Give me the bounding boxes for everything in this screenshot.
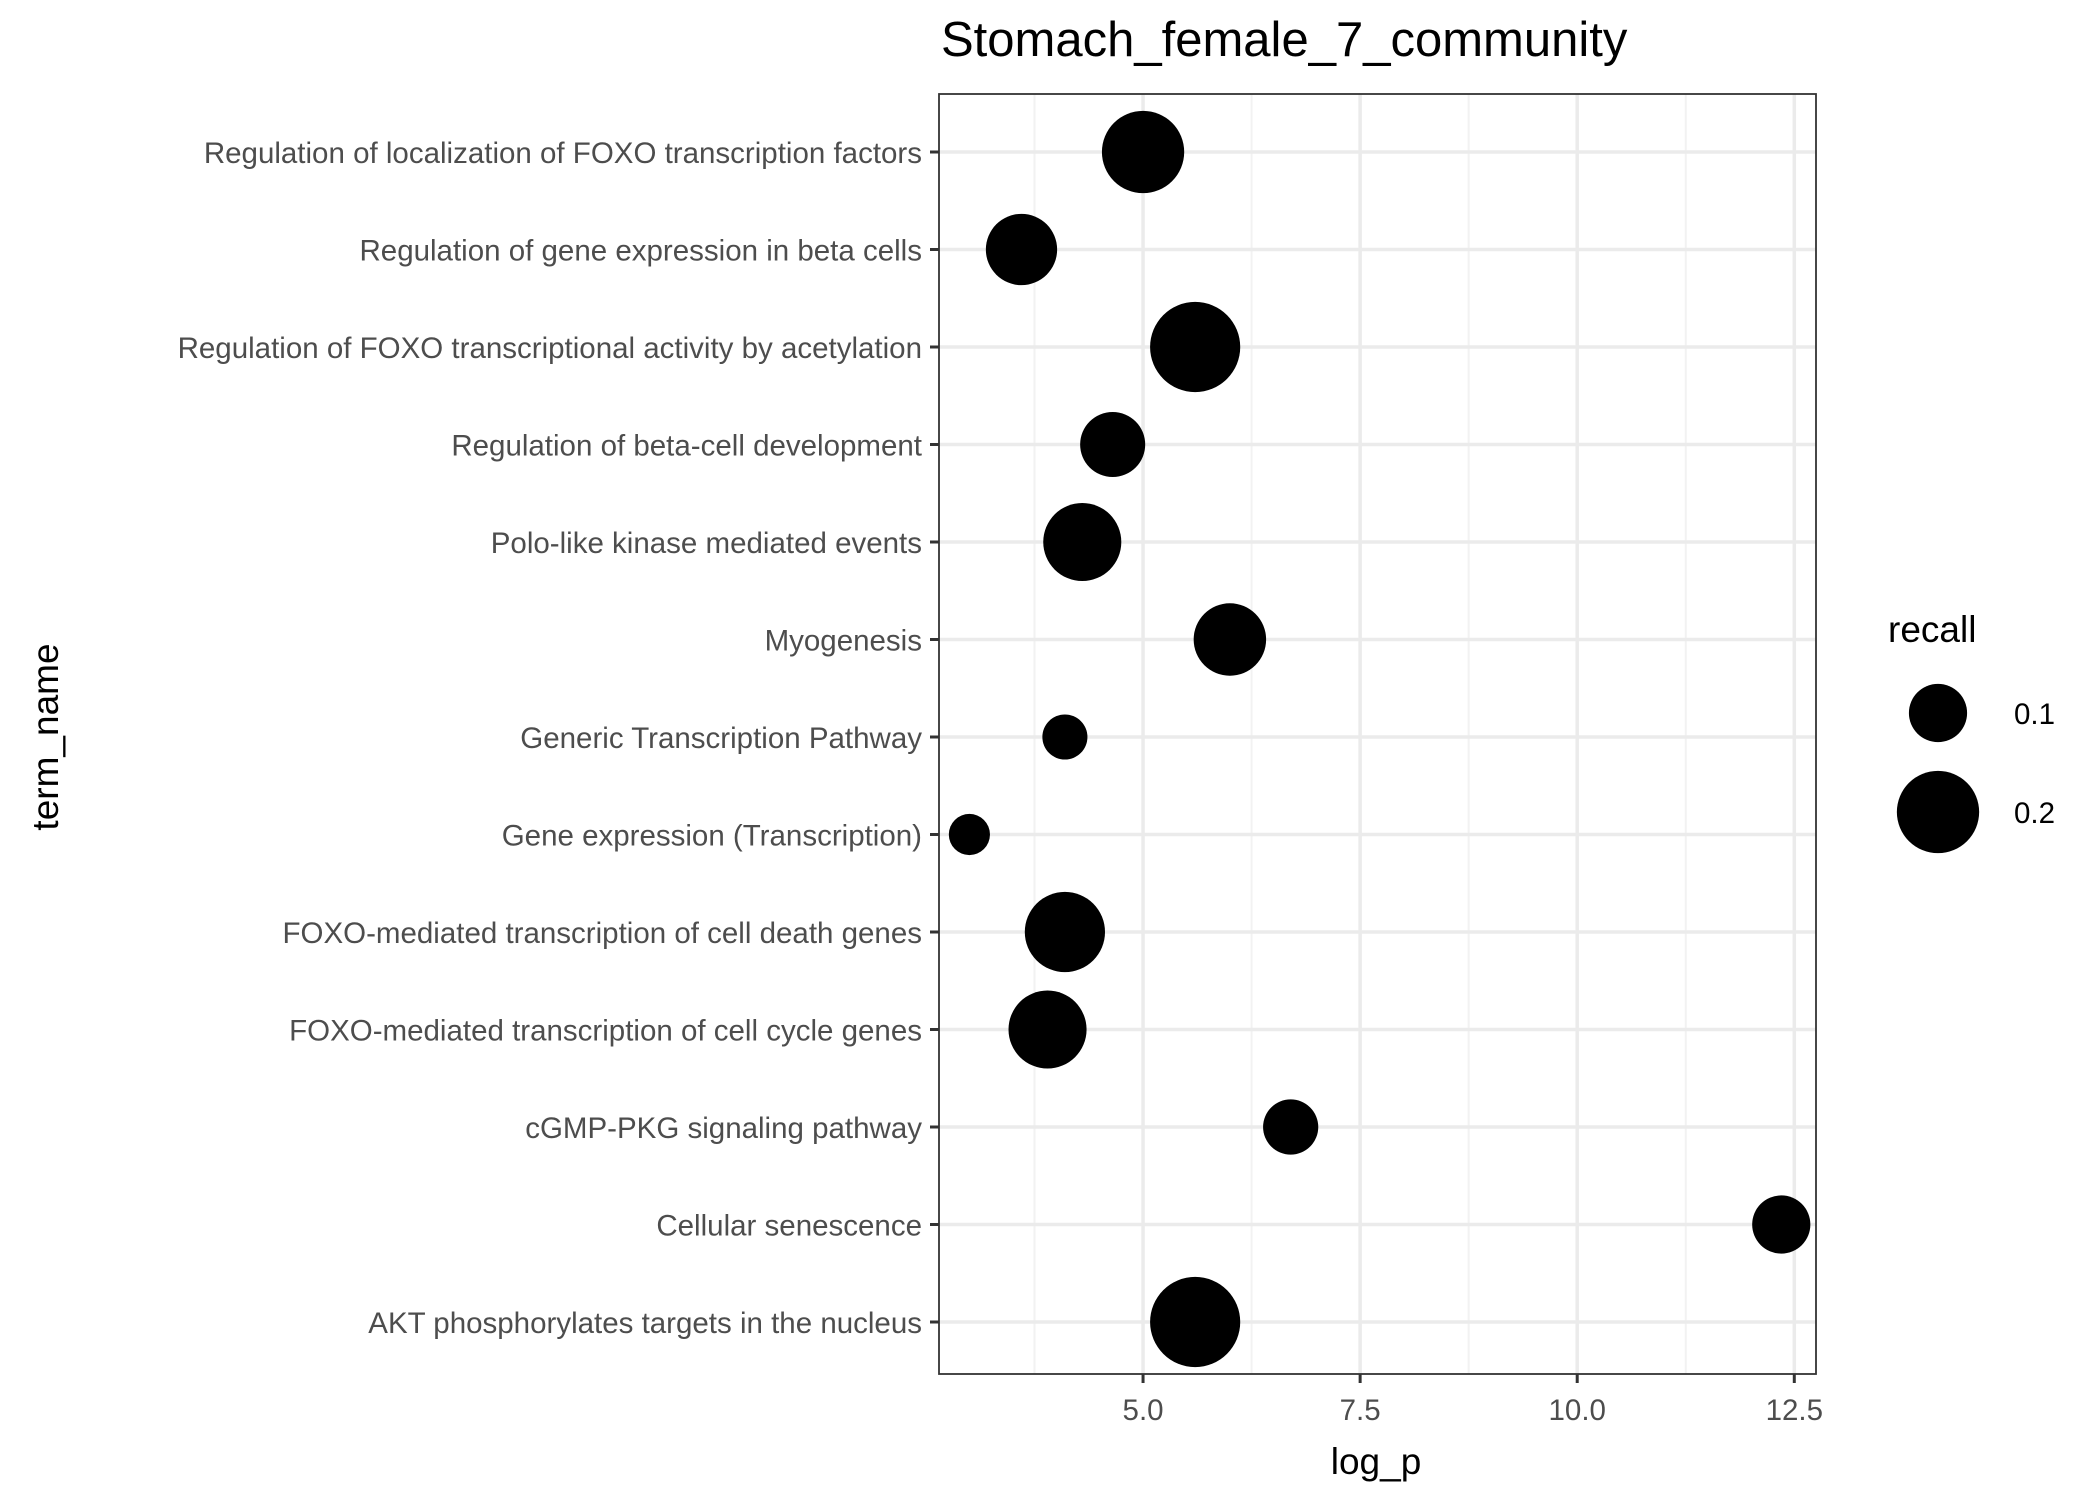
- data-point: [948, 813, 990, 856]
- y-axis-title: term_name: [25, 643, 66, 830]
- legend-key: [1896, 770, 1980, 854]
- legend-title: recall: [1888, 609, 1976, 650]
- data-point: [1024, 891, 1106, 973]
- legend-label: 0.2: [2014, 797, 2055, 830]
- data-point: [1043, 502, 1122, 582]
- data-point: [1193, 603, 1267, 676]
- y-tick-label: Generic Transcription Pathway: [520, 722, 922, 755]
- y-tick-label: Regulation of beta-cell development: [451, 430, 922, 463]
- x-tick-label: 5.0: [1123, 1394, 1164, 1427]
- x-tick-label: 7.5: [1340, 1394, 1381, 1427]
- data-point: [985, 213, 1058, 286]
- y-tick-label: Regulation of gene expression in beta ce…: [359, 235, 922, 268]
- x-axis: 5.0 7.5 10.0 12.5: [1123, 1374, 1823, 1427]
- data-point: [1080, 411, 1146, 478]
- y-tick-label: FOXO-mediated transcription of cell deat…: [283, 917, 923, 950]
- data-point: [1042, 714, 1088, 760]
- y-axis: Regulation of localization of FOXO trans…: [178, 137, 939, 1340]
- x-axis-title: log_p: [1331, 1441, 1422, 1482]
- legend-key: [1908, 683, 1968, 743]
- data-point: [1008, 990, 1087, 1069]
- data-point: [1263, 1099, 1319, 1155]
- y-tick-label: Gene expression (Transcription): [502, 820, 922, 853]
- data-point: [1150, 1276, 1241, 1368]
- y-tick-label: Myogenesis: [765, 625, 922, 658]
- data-point: [1150, 301, 1241, 393]
- y-tick-label: FOXO-mediated transcription of cell cycl…: [289, 1015, 922, 1048]
- data-points: [948, 110, 1811, 1368]
- y-tick-label: AKT phosphorylates targets in the nucleu…: [368, 1307, 922, 1340]
- y-tick-label: Polo-like kinase mediated events: [491, 527, 922, 560]
- x-tick-label: 12.5: [1766, 1394, 1823, 1427]
- chart-title: Stomach_female_7_community: [941, 13, 1628, 67]
- data-point: [1101, 110, 1185, 194]
- legend-label: 0.1: [2014, 698, 2055, 731]
- panel-border: [938, 93, 1817, 1375]
- y-tick-label: Cellular senescence: [656, 1210, 922, 1243]
- y-tick-label: Regulation of FOXO transcriptional activ…: [178, 332, 922, 365]
- x-tick-label: 10.0: [1549, 1394, 1606, 1427]
- legend: recall 0.1 0.2: [1888, 609, 2055, 854]
- y-tick-label: Regulation of localization of FOXO trans…: [204, 137, 922, 170]
- y-tick-label: cGMP-PKG signaling pathway: [525, 1112, 922, 1145]
- data-point: [1752, 1195, 1811, 1254]
